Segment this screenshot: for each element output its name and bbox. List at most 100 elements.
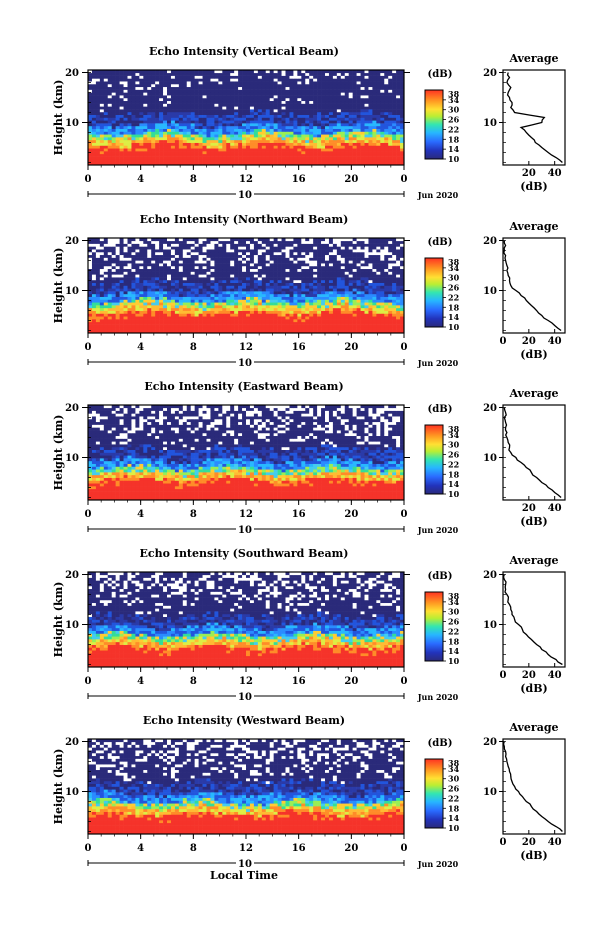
heatmap-cell	[194, 106, 199, 110]
heatmap-cell	[297, 100, 302, 104]
heatmap-cell	[321, 111, 326, 115]
heatmap-cell	[325, 125, 330, 129]
heatmap-cell	[143, 106, 148, 110]
heatmap-cell	[285, 70, 290, 74]
heatmap-cell	[159, 279, 164, 283]
heatmap-cell	[226, 78, 231, 82]
heatmap-cell	[325, 159, 330, 163]
heatmap-cell	[289, 316, 294, 320]
heatmap-cell	[313, 257, 318, 261]
heatmap-cell	[131, 277, 136, 281]
heatmap-cell	[376, 131, 381, 135]
heatmap-cell	[321, 277, 326, 281]
heatmap-cell	[111, 288, 116, 292]
heatmap-cell	[344, 120, 349, 124]
heatmap-cell	[317, 83, 322, 88]
heatmap-cell	[380, 142, 385, 146]
heatmap-cell	[119, 142, 124, 146]
heatmap-cell	[206, 156, 211, 160]
heatmap-cell	[392, 324, 397, 328]
heatmap-cell	[309, 97, 314, 102]
heatmap-cell	[194, 159, 199, 163]
heatmap-cell	[111, 268, 116, 272]
heatmap-cell	[206, 265, 211, 270]
heatmap-cell	[360, 81, 365, 85]
heatmap-cell	[242, 279, 247, 283]
heatmap-cell	[163, 313, 168, 317]
heatmap-cell	[127, 265, 132, 270]
heatmap-cell	[380, 265, 385, 270]
heatmap-cell	[246, 263, 251, 267]
heatmap-cell	[190, 279, 195, 283]
heatmap-cell	[167, 330, 172, 334]
heatmap-cell	[297, 288, 302, 292]
heatmap-cell	[198, 279, 203, 283]
heatmap-cell	[364, 103, 369, 107]
heatmap-cell	[317, 260, 322, 264]
heatmap-cell	[127, 319, 132, 323]
heatmap-cell	[174, 277, 180, 281]
heatmap-cell	[293, 137, 298, 141]
heatmap-cell	[182, 134, 188, 138]
heatmap-cell	[139, 137, 144, 141]
heatmap-cell	[226, 279, 231, 283]
heatmap-cell	[198, 296, 203, 300]
heatmap-cell	[91, 305, 97, 309]
heatmap-cell	[163, 137, 168, 141]
heatmap-cell	[190, 120, 195, 124]
heatmap-cell	[269, 106, 274, 110]
heatmap-cell	[388, 310, 393, 314]
heatmap-cell	[392, 78, 397, 82]
heatmap-cell	[178, 128, 184, 132]
heatmap-cell	[317, 257, 322, 261]
heatmap-cell	[88, 123, 93, 127]
heatmap-cell	[242, 75, 247, 79]
heatmap-cell	[214, 291, 219, 295]
heatmap-cell	[305, 111, 310, 115]
heatmap-cell	[277, 97, 282, 102]
heatmap-cell	[352, 125, 357, 129]
heatmap-cell	[309, 86, 314, 90]
heatmap-cell	[95, 145, 101, 149]
heatmap-cell	[297, 134, 302, 138]
heatmap-cell	[170, 330, 176, 334]
heatmap-cell	[218, 114, 223, 118]
heatmap-cell	[261, 134, 267, 138]
heatmap-cell	[340, 162, 346, 166]
heatmap-cell	[107, 139, 112, 143]
heatmap-cell	[301, 137, 306, 141]
heatmap-cell	[321, 78, 326, 82]
heatmap-cell	[348, 271, 353, 275]
heatmap-cell	[253, 100, 259, 104]
heatmap-cell	[364, 319, 369, 323]
heatmap-cell	[313, 128, 318, 132]
heatmap-cell	[119, 321, 124, 325]
heatmap-cell	[273, 153, 278, 157]
heatmap-cell	[285, 257, 290, 261]
heatmap-cell	[273, 134, 278, 138]
heatmap-cell	[178, 92, 184, 96]
heatmap-cell	[198, 100, 203, 104]
heatmap-cell	[190, 310, 195, 314]
heatmap-cell	[340, 288, 346, 292]
heatmap-cell	[360, 72, 365, 76]
heatmap-cell	[202, 327, 207, 331]
heatmap-cell	[285, 137, 290, 141]
heatmap-cell	[328, 153, 334, 157]
heatmap-cell	[174, 291, 180, 295]
heatmap-cell	[242, 106, 247, 110]
heatmap-cell	[344, 75, 349, 79]
heatmap-cell	[222, 97, 227, 102]
heatmap-cell	[384, 137, 389, 141]
heatmap-cell	[281, 123, 286, 127]
heatmap-cell	[194, 268, 199, 272]
heatmap-cell	[249, 151, 255, 155]
heatmap-cell	[194, 128, 199, 132]
heatmap-cell	[143, 139, 148, 143]
heatmap-cell	[99, 310, 105, 314]
heatmap-cell	[238, 75, 243, 79]
heatmap-cell	[321, 316, 326, 320]
heatmap-cell	[257, 310, 263, 314]
heatmap-cell	[115, 271, 120, 275]
heatmap-cell	[151, 316, 156, 320]
